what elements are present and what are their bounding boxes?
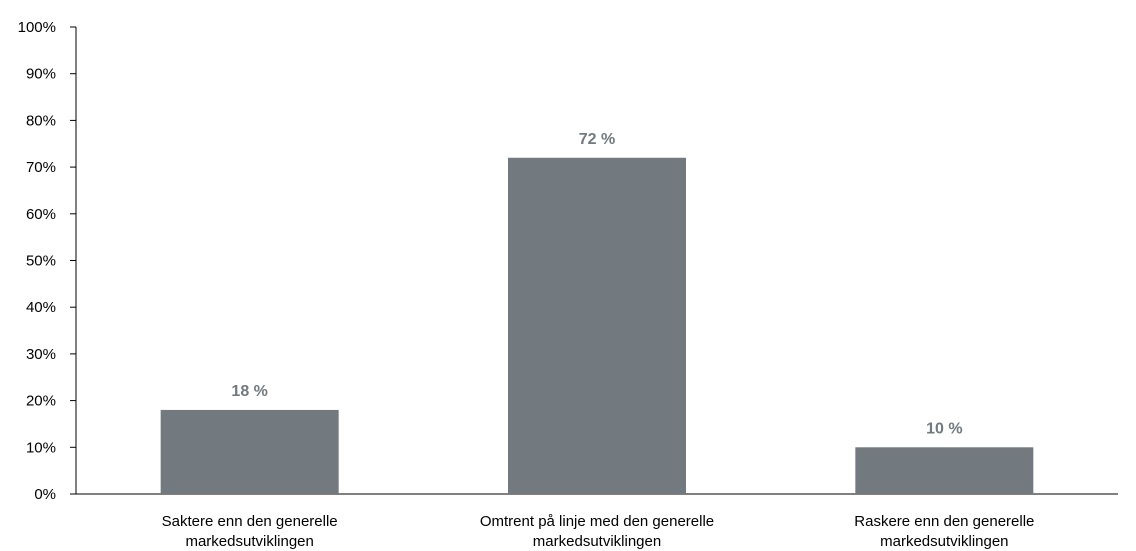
y-tick-label: 50%: [26, 253, 56, 270]
data-label: 18 %: [231, 383, 267, 400]
category-label-line: Raskere enn den generelle: [854, 513, 1034, 530]
bars: [160, 157, 1034, 494]
category-labels: Saktere enn den generelle markedsutviklin…: [162, 513, 1035, 550]
y-tick-label: 100%: [18, 19, 56, 36]
category-label: Omtrent på linje med den generelle marked…: [480, 513, 714, 550]
y-tick-label: 70%: [26, 159, 56, 176]
category-label-line: markedsutviklingen: [185, 533, 313, 550]
y-tick-label: 80%: [26, 112, 56, 129]
bar: [160, 409, 339, 494]
category-label-line: Saktere enn den generelle: [162, 513, 338, 530]
bar: [508, 157, 686, 494]
category-label: Saktere enn den generelle markedsutviklin…: [162, 513, 338, 550]
category-label-line: markedsutviklingen: [533, 533, 661, 550]
y-axis: 0% 10% 20% 30% 40% 50% 60% 70% 80% 90% 100%: [18, 19, 77, 503]
data-labels: 18 % 72 % 10 %: [231, 131, 962, 438]
category-label-line: Omtrent på linje med den generelle: [480, 513, 714, 530]
category-label-line: markedsutviklingen: [880, 533, 1008, 550]
data-label: 10 %: [926, 420, 962, 437]
y-tick-label: 10%: [26, 439, 56, 456]
y-tick-label: 20%: [26, 393, 56, 410]
y-tick-label: 0%: [34, 486, 56, 503]
data-label: 72 %: [579, 131, 615, 148]
y-tick-label: 40%: [26, 299, 56, 316]
y-tick-label: 90%: [26, 66, 56, 83]
bar: [855, 447, 1034, 494]
y-tick-label: 30%: [26, 346, 56, 363]
y-tick-label: 60%: [26, 206, 56, 223]
category-label: Raskere enn den generelle markedsutviklin…: [854, 513, 1034, 550]
